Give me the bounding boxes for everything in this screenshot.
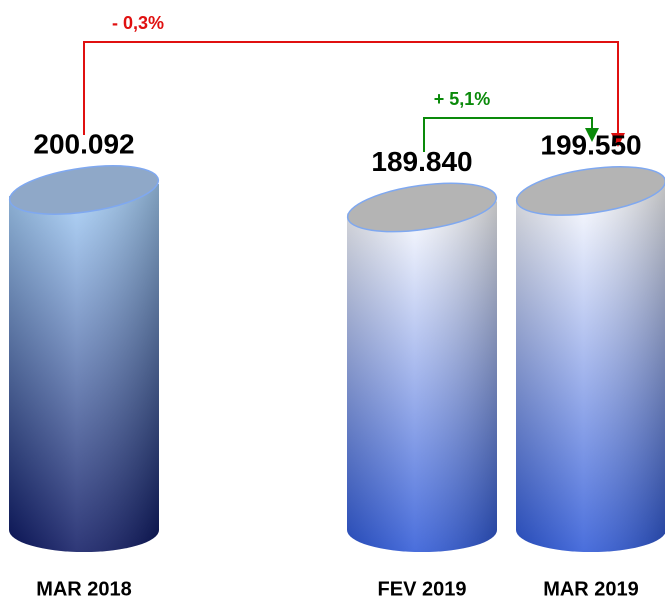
cylinder-top [8, 165, 160, 215]
cylinder-shade [9, 184, 159, 552]
value-label: 189.840 [371, 146, 472, 177]
cylinder-shade [516, 185, 665, 552]
cylinder-shade [347, 201, 497, 552]
cylinder [8, 165, 160, 552]
arrow-head [585, 128, 599, 142]
cylinder-top [346, 182, 498, 233]
x-tick-label: FEV 2019 [378, 578, 467, 600]
annotation: - 0,3% [112, 13, 164, 33]
arrow-head [611, 133, 625, 147]
x-tick-label: MAR 2019 [543, 578, 639, 600]
x-tick-label: MAR 2018 [36, 578, 132, 600]
cylinder-top [515, 166, 665, 216]
cylinder [515, 166, 665, 552]
annotation: + 5,1% [434, 89, 491, 109]
change-arrow [83, 41, 619, 135]
change-arrow [423, 117, 593, 152]
cylinder [346, 182, 498, 552]
arrows: - 0,3% + 5,1% [83, 13, 625, 152]
value-label: 199.550 [540, 129, 641, 160]
value-label: 200.092 [33, 128, 134, 159]
